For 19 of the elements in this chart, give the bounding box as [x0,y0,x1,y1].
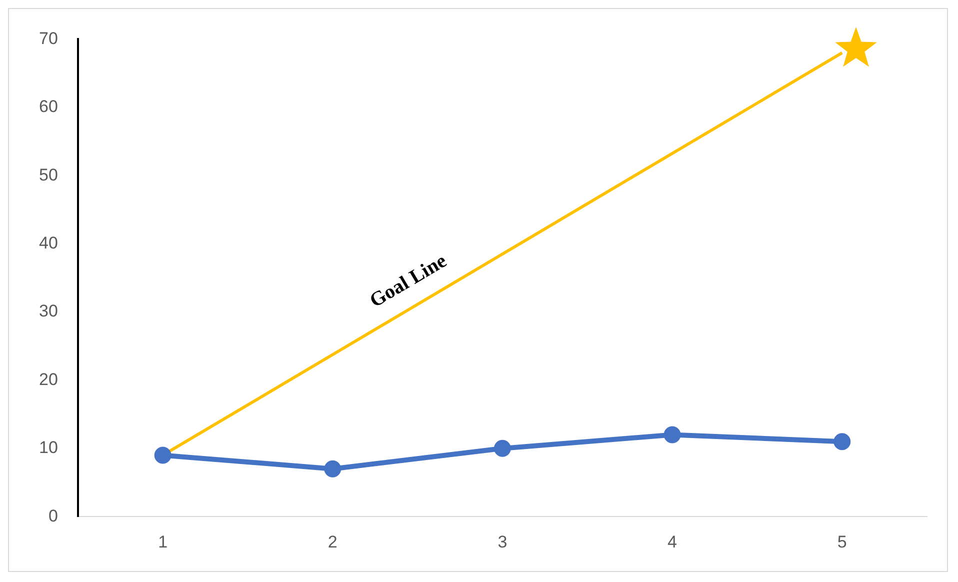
y-tick-label: 40 [38,233,58,252]
x-tick-label: 4 [668,532,678,552]
y-tick-label: 50 [38,165,58,184]
point [664,426,681,444]
y-tick-label: 20 [38,370,58,389]
x-tick-label: 5 [837,532,847,552]
x-tick-label: 2 [328,532,338,552]
point [494,440,511,457]
point [324,460,342,478]
x-tick-label: 3 [498,532,508,552]
y-tick-label: 0 [48,506,58,526]
point [834,433,851,450]
y-tick-label: 10 [38,438,58,458]
text: Goal Line [366,250,451,312]
y-tick-label: 70 [38,28,58,48]
point [154,446,172,464]
y-tick-label: 60 [38,97,58,116]
x-tick-label: 1 [158,532,168,552]
y-tick-label: 30 [38,302,58,321]
